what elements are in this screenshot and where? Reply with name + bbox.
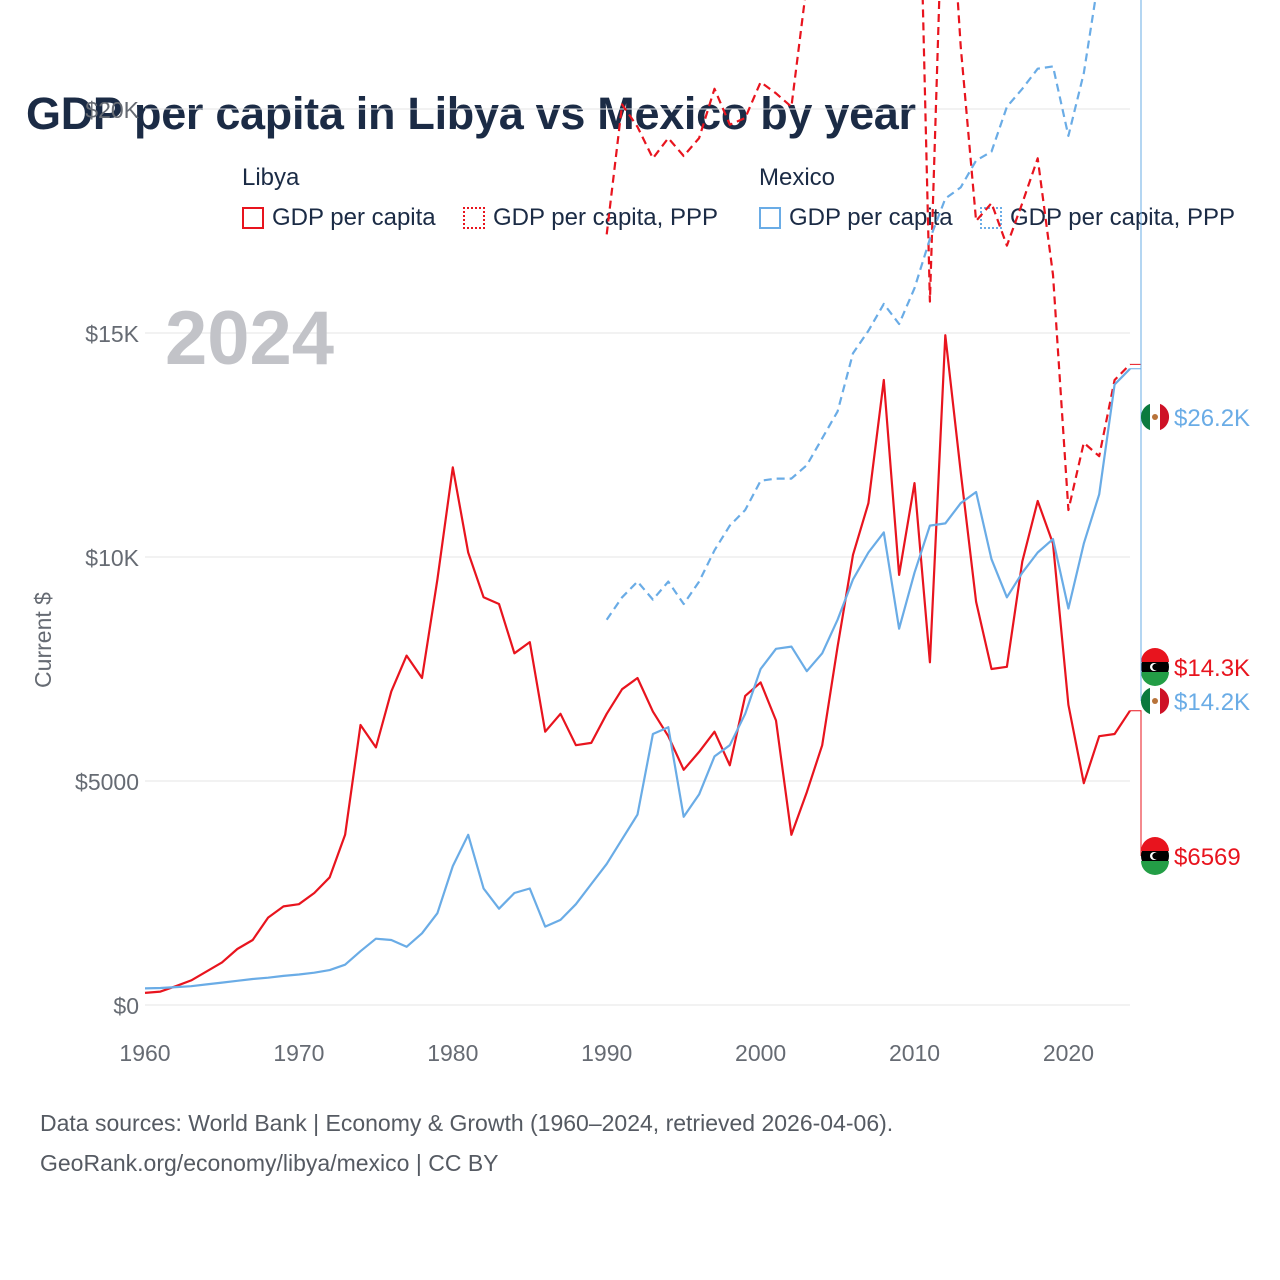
- year-label: 2024: [165, 296, 334, 381]
- end-value-label: $6569: [1174, 844, 1241, 871]
- legend-swatch-libya-gdp: [242, 207, 264, 229]
- legend-item-mexico-gdp[interactable]: GDP per capita: [759, 204, 953, 232]
- x-tick-label: 1970: [273, 1040, 324, 1066]
- legend-title-libya: Libya: [242, 164, 300, 191]
- legend-label-libya-ppp: GDP per capita, PPP: [493, 204, 718, 231]
- end-label-connector: [1130, 368, 1142, 701]
- y-tick-label: $10K: [85, 545, 139, 571]
- libya-flag-red-band: [1141, 837, 1169, 851]
- libya-flag-crescent-cut: [1152, 663, 1159, 671]
- series-line-mexico-solid: [144, 368, 1131, 990]
- end-value-label: $14.3K: [1174, 655, 1250, 682]
- chart-title: GDP per capita in Libya vs Mexico by yea…: [26, 88, 916, 139]
- legend-item-libya-ppp[interactable]: GDP per capita, PPP: [463, 204, 718, 232]
- series-line-libya-dashed: [605, 0, 1131, 512]
- series-line-libya-solid: [144, 334, 1131, 994]
- y-tick-label: $20K: [85, 97, 139, 123]
- footer-credit: GeoRank.org/economy/libya/mexico | CC BY: [40, 1150, 499, 1176]
- series-line-mexico-dashed: [605, 0, 1097, 621]
- libya-flag-crescent-cut: [1152, 852, 1159, 860]
- y-tick-label: $0: [113, 993, 139, 1019]
- mexico-flag-green-band: [1140, 403, 1150, 431]
- x-tick-label: 1960: [119, 1040, 170, 1066]
- x-tick-label: 2020: [1043, 1040, 1094, 1066]
- libya-flag-green-band: [1141, 861, 1169, 875]
- x-tick-label: 2000: [735, 1040, 786, 1066]
- legend-swatch-libya-ppp: [463, 207, 485, 229]
- mexico-flag-red-band: [1160, 403, 1170, 431]
- y-tick-label: $15K: [85, 321, 139, 347]
- legend-swatch-mexico-ppp: [980, 207, 1002, 229]
- x-tick-label: 1990: [581, 1040, 632, 1066]
- mexico-flag-emblem: [1152, 698, 1158, 704]
- mexico-flag-emblem: [1152, 414, 1158, 420]
- end-label-connector: [1130, 363, 1142, 667]
- mexico-flag-red-band: [1160, 687, 1170, 715]
- end-label-connector: [1130, 710, 1142, 856]
- end-label-connector: [1140, 0, 1142, 417]
- end-value-label: $26.2K: [1174, 405, 1250, 432]
- y-axis-label: Current $: [30, 592, 56, 688]
- footer-sources: Data sources: World Bank | Economy & Gro…: [40, 1110, 894, 1136]
- legend-label-libya-gdp: GDP per capita: [272, 204, 436, 231]
- mexico-flag-green-band: [1140, 687, 1150, 715]
- legend-item-libya-gdp[interactable]: GDP per capita: [242, 204, 436, 232]
- y-tick-label: $5000: [75, 769, 139, 795]
- libya-flag-green-band: [1141, 672, 1169, 686]
- legend-title-mexico: Mexico: [759, 164, 836, 191]
- libya-flag-red-band: [1141, 648, 1169, 662]
- legend-label-mexico-gdp: GDP per capita: [789, 204, 953, 231]
- end-value-label: $14.2K: [1174, 689, 1250, 716]
- x-tick-label: 2010: [889, 1040, 940, 1066]
- x-tick-label: 1980: [427, 1040, 478, 1066]
- legend-swatch-mexico-gdp: [759, 207, 781, 229]
